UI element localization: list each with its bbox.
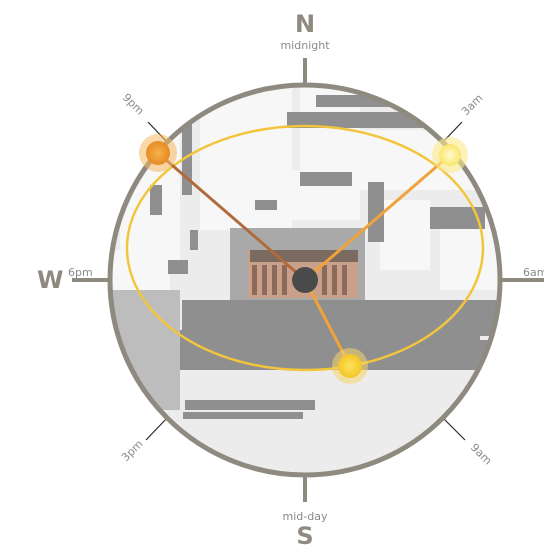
label-3am: 3am [459,92,485,118]
north-label: midnight [280,39,330,52]
label-9am: 9am [468,441,494,467]
label-3pm: 3pm [119,437,146,464]
north-letter: N [295,10,315,38]
compass-ring [107,82,503,478]
observer-dot-icon [292,267,318,293]
sun-orbit [125,124,485,372]
sun-marker-noon [332,348,368,384]
sun-marker-3am [432,137,468,173]
west-label: 6pm [68,266,93,279]
label-9pm: 9pm [120,91,147,118]
south-label: mid-day [283,510,328,523]
east-label: 6am [523,266,544,279]
compass-ticks [72,58,544,502]
west-letter: W [37,266,63,294]
south-letter: S [296,522,313,550]
sun-marker-9pm [139,134,177,172]
